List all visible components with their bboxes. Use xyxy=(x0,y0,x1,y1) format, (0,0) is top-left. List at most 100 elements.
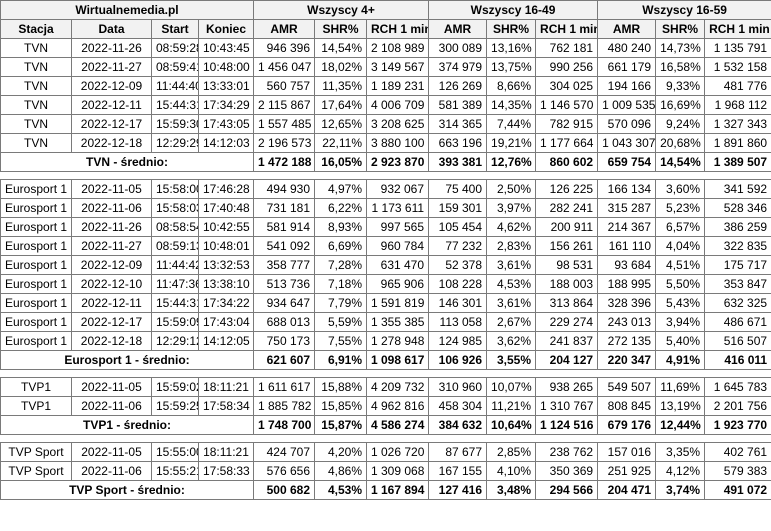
table-cell: 3,61% xyxy=(486,255,537,275)
table-cell: 494 930 xyxy=(253,179,315,199)
table-cell: 1 557 485 xyxy=(253,114,315,134)
table-cell: TVN xyxy=(0,57,72,77)
table-cell: 6,69% xyxy=(314,236,367,256)
table-cell: 663 196 xyxy=(428,133,488,153)
table-cell: 300 089 xyxy=(428,38,488,58)
average-cell: 1 389 507 xyxy=(704,152,771,172)
average-cell: 1 124 516 xyxy=(535,415,599,435)
table-cell: 161 110 xyxy=(597,236,657,256)
table-cell: 4,53% xyxy=(486,274,537,294)
average-cell: 621 607 xyxy=(253,350,315,370)
table-cell: 481 776 xyxy=(704,76,771,96)
header-row: Wirtualnemedia.pl Wszyscy 4+ Wszyscy 16-49… xyxy=(0,0,771,20)
table-cell: 10:42:55 xyxy=(198,217,254,237)
table-cell: 581 914 xyxy=(253,217,315,237)
column-header: Start xyxy=(151,19,199,39)
table-cell: 13,19% xyxy=(655,396,706,416)
table-cell: 14,73% xyxy=(655,38,706,58)
table-cell: 3 880 100 xyxy=(365,133,430,153)
table-cell: TVP1 xyxy=(0,396,72,416)
group-header: Wszyscy 16-49 xyxy=(428,0,599,20)
table-cell: 632 325 xyxy=(704,293,771,313)
average-label: TVP Sport - średnio: xyxy=(0,480,254,500)
table-cell: 10,07% xyxy=(486,377,537,397)
table-cell: 304 025 xyxy=(535,76,599,96)
table-cell: 10:48:00 xyxy=(198,57,254,77)
column-header: SHR% xyxy=(314,19,367,39)
table-cell: 310 960 xyxy=(428,377,488,397)
table-cell: Eurosport 1 xyxy=(0,312,72,332)
table-cell: 15:44:31 xyxy=(151,95,199,115)
table-cell: 200 911 xyxy=(535,217,599,237)
table-cell: 7,18% xyxy=(314,274,367,294)
table-cell: 1 278 948 xyxy=(365,331,430,351)
table-cell: 5,23% xyxy=(655,198,706,218)
average-label: TVN - średnio: xyxy=(0,152,254,172)
table-cell: 3 208 625 xyxy=(365,114,430,134)
table-cell: 2,67% xyxy=(486,312,537,332)
table-cell: 341 592 xyxy=(704,179,771,199)
table-cell: 328 396 xyxy=(597,293,657,313)
table-cell: 188 995 xyxy=(597,274,657,294)
table-cell: 17:58:33 xyxy=(198,461,254,481)
table-cell: 2022-11-26 xyxy=(71,38,152,58)
table-cell: 7,55% xyxy=(314,331,367,351)
table-cell: 18:11:21 xyxy=(198,442,254,462)
table-cell: 272 135 xyxy=(597,331,657,351)
table-cell: 5,43% xyxy=(655,293,706,313)
table-cell: 4,12% xyxy=(655,461,706,481)
table-cell: 1 189 231 xyxy=(365,76,430,96)
table-cell: Eurosport 1 xyxy=(0,217,72,237)
table-cell: 13:38:10 xyxy=(198,274,254,294)
table-cell: 2022-11-05 xyxy=(71,179,152,199)
average-cell: 1 923 770 xyxy=(704,415,771,435)
table-cell: 4,10% xyxy=(486,461,537,481)
table-cell: 12:29:29 xyxy=(151,133,199,153)
table-cell: 938 265 xyxy=(535,377,599,397)
table-cell: 322 835 xyxy=(704,236,771,256)
table-cell: 946 396 xyxy=(253,38,315,58)
table-cell: 243 013 xyxy=(597,312,657,332)
column-header: AMR xyxy=(253,19,315,39)
table-cell: 15,85% xyxy=(314,396,367,416)
table-cell: 2 108 989 xyxy=(365,38,430,58)
table-cell: 20,68% xyxy=(655,133,706,153)
table-cell: 2022-11-05 xyxy=(71,377,152,397)
average-cell: 294 566 xyxy=(535,480,599,500)
table-cell: 2022-12-09 xyxy=(71,76,152,96)
table-cell: 486 671 xyxy=(704,312,771,332)
data-row: Eurosport 1 2022-11-05 15:58:00 17:46:28 494… xyxy=(0,179,771,199)
table-cell: 1 009 535 xyxy=(597,95,657,115)
column-header: SHR% xyxy=(486,19,537,39)
table-cell: Eurosport 1 xyxy=(0,255,72,275)
table-cell: 314 365 xyxy=(428,114,488,134)
table-cell: 1 173 611 xyxy=(365,198,430,218)
table-cell: 560 757 xyxy=(253,76,315,96)
table-cell: 528 346 xyxy=(704,198,771,218)
table-cell: 08:58:54 xyxy=(151,217,199,237)
table-cell: 11,69% xyxy=(655,377,706,397)
table-cell: 52 378 xyxy=(428,255,488,275)
table-cell: 353 847 xyxy=(704,274,771,294)
table-cell: 175 717 xyxy=(704,255,771,275)
group-header: Wszyscy 16-59 xyxy=(597,0,771,20)
table-cell: 549 507 xyxy=(597,377,657,397)
table-cell: 965 906 xyxy=(365,274,430,294)
average-row: Eurosport 1 - średnio: 621 607 6,91% 1 098 … xyxy=(0,350,771,370)
average-cell: 6,91% xyxy=(314,350,367,370)
table-cell: 6,57% xyxy=(655,217,706,237)
average-cell: 3,55% xyxy=(486,350,537,370)
average-cell: 127 416 xyxy=(428,480,488,500)
table-cell: 1 043 307 xyxy=(597,133,657,153)
table-cell: 2,83% xyxy=(486,236,537,256)
table-cell: 194 166 xyxy=(597,76,657,96)
table-cell: 16,58% xyxy=(655,57,706,77)
column-header: RCH 1 min xyxy=(535,19,599,39)
average-cell: 1 098 617 xyxy=(365,350,430,370)
table-cell: 1 645 783 xyxy=(704,377,771,397)
data-row: Eurosport 1 2022-12-18 12:29:12 14:12:05 750… xyxy=(0,331,771,351)
table-cell: 661 179 xyxy=(597,57,657,77)
table-cell: 159 301 xyxy=(428,198,488,218)
table-cell: 15:58:00 xyxy=(151,179,199,199)
average-row: TVP Sport - średnio: 500 682 4,53% 1 167 89… xyxy=(0,480,771,500)
